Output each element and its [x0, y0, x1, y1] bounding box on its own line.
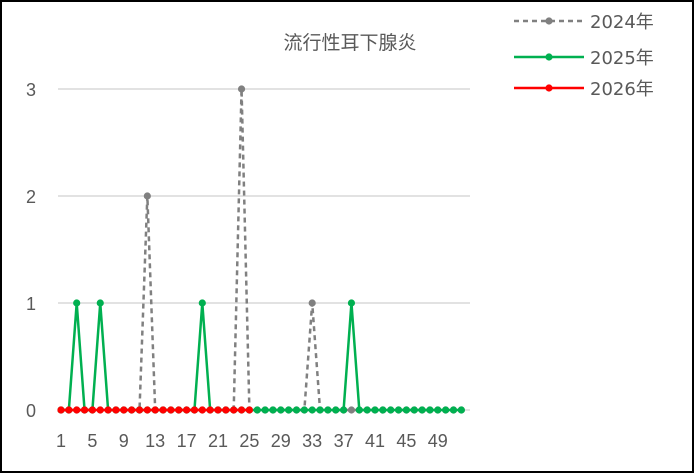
data-point	[214, 406, 222, 414]
data-point	[120, 406, 128, 414]
data-point	[57, 406, 65, 414]
legend-item: 2026年	[514, 79, 654, 100]
series-line	[61, 87, 462, 412]
data-point	[198, 406, 206, 414]
data-point	[143, 192, 151, 200]
x-tick-label: 33	[302, 431, 322, 451]
data-point	[80, 406, 89, 414]
gridlines	[58, 88, 470, 411]
data-point	[347, 299, 356, 307]
y-tick-label: 2	[26, 187, 36, 207]
series-lines	[57, 85, 465, 414]
data-point	[347, 406, 356, 414]
legend-marker	[545, 53, 553, 61]
data-point	[237, 406, 246, 414]
data-point	[206, 406, 214, 414]
data-point	[253, 406, 261, 414]
x-tick-label: 25	[239, 431, 259, 451]
data-point	[104, 406, 112, 414]
series-1	[57, 85, 465, 414]
series-line	[61, 301, 462, 412]
legend-label: 2026年	[590, 79, 654, 100]
series-2	[57, 299, 465, 414]
x-tick-label: 5	[87, 431, 97, 451]
legend-item: 2025年	[514, 48, 654, 69]
data-point	[198, 299, 206, 307]
data-point	[73, 406, 81, 414]
x-tick-label: 9	[119, 431, 129, 451]
data-point	[316, 406, 324, 414]
legend-label: 2024年	[590, 12, 654, 33]
chart-title: 流行性耳下腺炎	[283, 32, 416, 54]
data-point	[190, 406, 199, 414]
data-point	[112, 406, 120, 414]
data-point	[434, 406, 442, 414]
x-tick-label: 13	[145, 431, 165, 451]
data-point	[308, 406, 316, 414]
x-tick-label: 45	[396, 431, 416, 451]
data-point	[73, 299, 81, 307]
data-point	[418, 406, 426, 414]
x-tick-label: 21	[208, 431, 228, 451]
y-tick-label: 0	[26, 401, 36, 421]
series-3	[57, 406, 253, 414]
data-point	[222, 406, 230, 414]
data-point	[324, 406, 332, 414]
legend-marker	[545, 84, 553, 92]
data-point	[292, 406, 301, 414]
data-point	[449, 406, 458, 414]
legend-label: 2025年	[590, 48, 654, 69]
data-point	[457, 406, 465, 414]
data-point	[300, 406, 308, 414]
data-point	[379, 406, 387, 414]
data-point	[442, 406, 450, 414]
x-tick-label: 29	[271, 431, 291, 451]
data-point	[277, 406, 285, 414]
data-point	[332, 406, 340, 414]
data-point	[363, 406, 371, 414]
data-point	[167, 406, 175, 414]
x-tick-label: 49	[428, 431, 448, 451]
data-point	[230, 406, 238, 414]
data-point	[426, 406, 434, 414]
data-point	[394, 406, 403, 414]
y-axis-ticks: 0 1 2 3	[26, 80, 36, 421]
data-point	[159, 406, 167, 414]
data-point	[175, 406, 183, 414]
x-tick-label: 37	[334, 431, 354, 451]
data-point	[261, 406, 269, 414]
legend-item: 2024年	[514, 12, 654, 33]
data-point	[410, 406, 418, 414]
data-point	[88, 406, 96, 414]
data-point	[96, 406, 104, 414]
data-point	[340, 406, 348, 414]
data-point	[245, 406, 253, 414]
data-point	[269, 406, 277, 414]
data-point	[65, 406, 73, 414]
x-tick-label: 1	[56, 431, 66, 451]
data-point	[402, 406, 410, 414]
data-point	[387, 406, 395, 414]
x-tick-label: 41	[365, 431, 385, 451]
data-point	[308, 299, 316, 307]
data-point	[128, 406, 136, 414]
data-point	[355, 406, 363, 414]
x-axis-ticks: 1 5 9 13 17 21 25 29 33 37 41 45 49	[56, 431, 448, 451]
y-tick-label: 3	[26, 80, 36, 100]
data-point	[135, 406, 144, 414]
x-tick-label: 17	[177, 431, 197, 451]
data-point	[96, 299, 104, 307]
y-tick-label: 1	[26, 294, 36, 314]
data-point	[143, 406, 151, 414]
data-point	[285, 406, 293, 414]
legend: 2024年 2025年 2026年	[514, 12, 654, 100]
data-point	[237, 85, 246, 93]
data-point	[151, 406, 159, 414]
legend-marker	[545, 17, 553, 25]
data-point	[183, 406, 191, 414]
data-point	[371, 406, 379, 414]
